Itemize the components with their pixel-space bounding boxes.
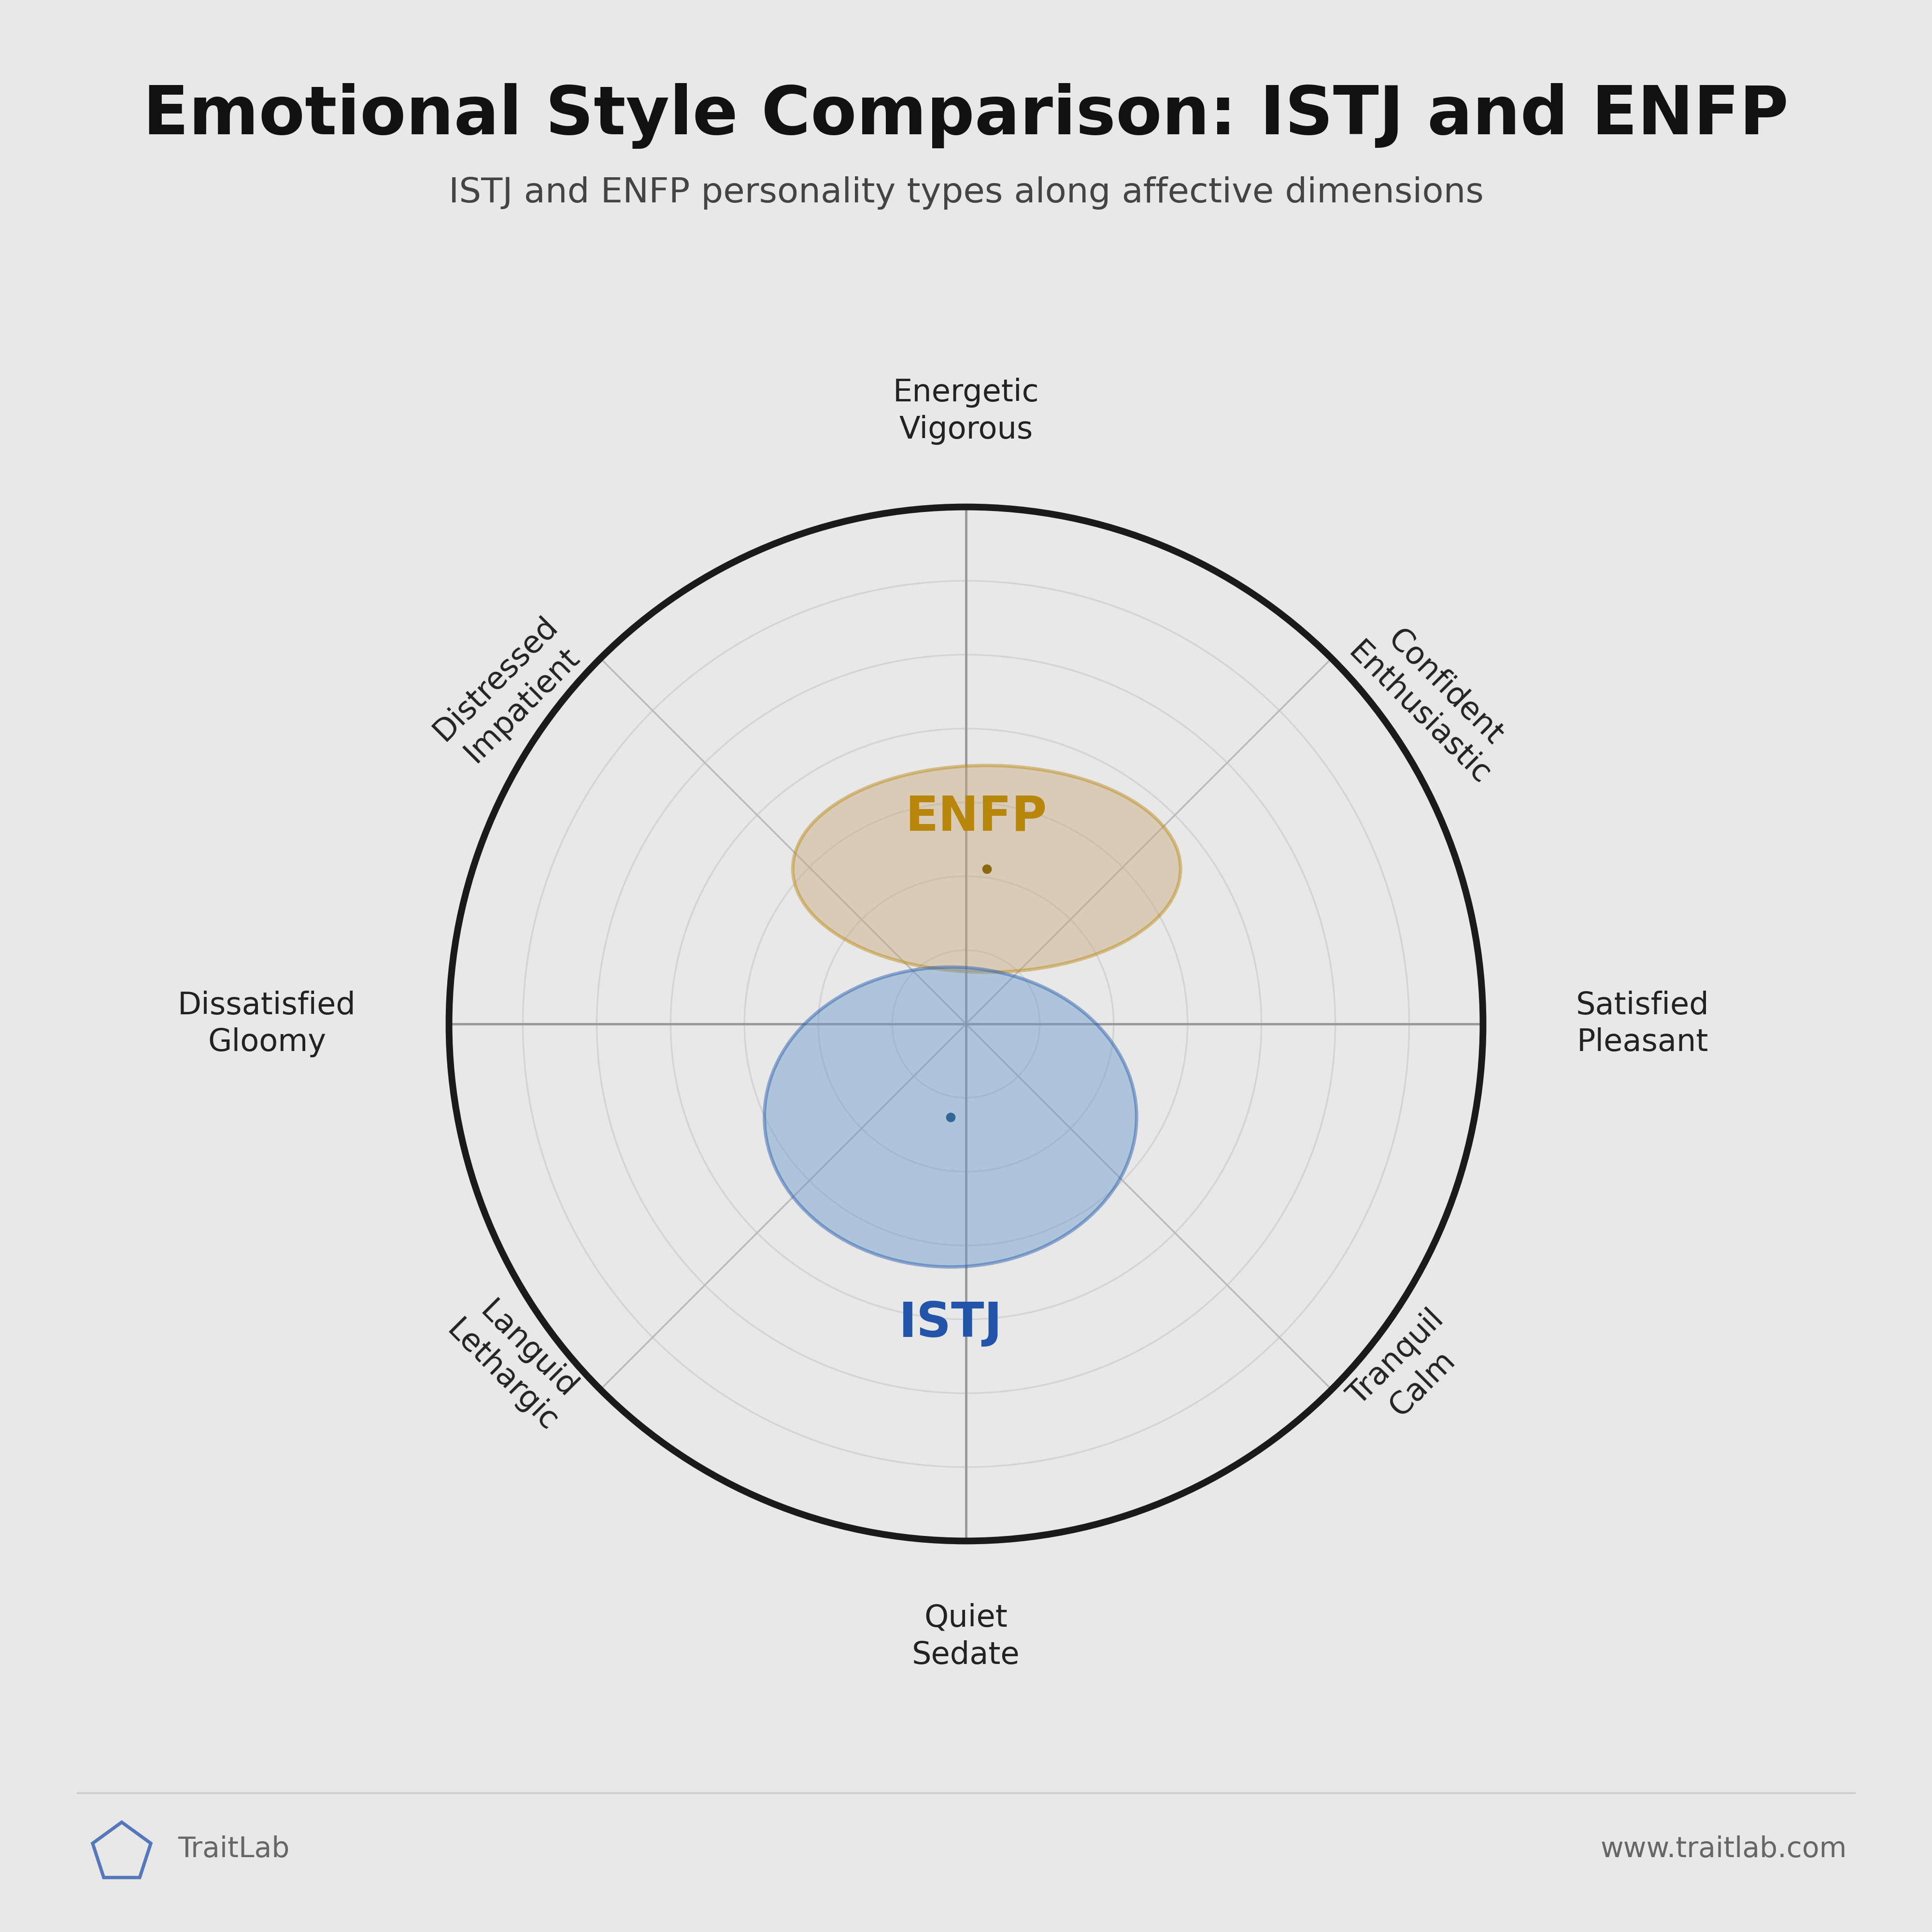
Ellipse shape (792, 765, 1180, 972)
Text: ENFP: ENFP (906, 794, 1047, 840)
Text: Emotional Style Comparison: ISTJ and ENFP: Emotional Style Comparison: ISTJ and ENF… (143, 83, 1789, 149)
Text: Tranquil
Calm: Tranquil Calm (1343, 1304, 1476, 1437)
Point (972, 854, 1003, 885)
Text: ISTJ: ISTJ (898, 1300, 1003, 1347)
Text: Confident
Enthusiastic: Confident Enthusiastic (1343, 611, 1522, 790)
Text: Languid
Lethargic: Languid Lethargic (440, 1289, 589, 1437)
Text: Distressed
Impatient: Distressed Impatient (427, 611, 589, 773)
Text: ISTJ and ENFP personality types along affective dimensions: ISTJ and ENFP personality types along af… (448, 176, 1484, 211)
Text: TraitLab: TraitLab (178, 1835, 290, 1862)
Text: Dissatisfied
Gloomy: Dissatisfied Gloomy (178, 991, 355, 1057)
Text: Energetic
Vigorous: Energetic Vigorous (893, 379, 1039, 444)
Text: Satisfied
Pleasant: Satisfied Pleasant (1577, 991, 1710, 1057)
Ellipse shape (765, 968, 1136, 1267)
Point (935, 1101, 966, 1132)
Text: Quiet
Sedate: Quiet Sedate (912, 1604, 1020, 1669)
Text: www.traitlab.com: www.traitlab.com (1600, 1835, 1847, 1862)
